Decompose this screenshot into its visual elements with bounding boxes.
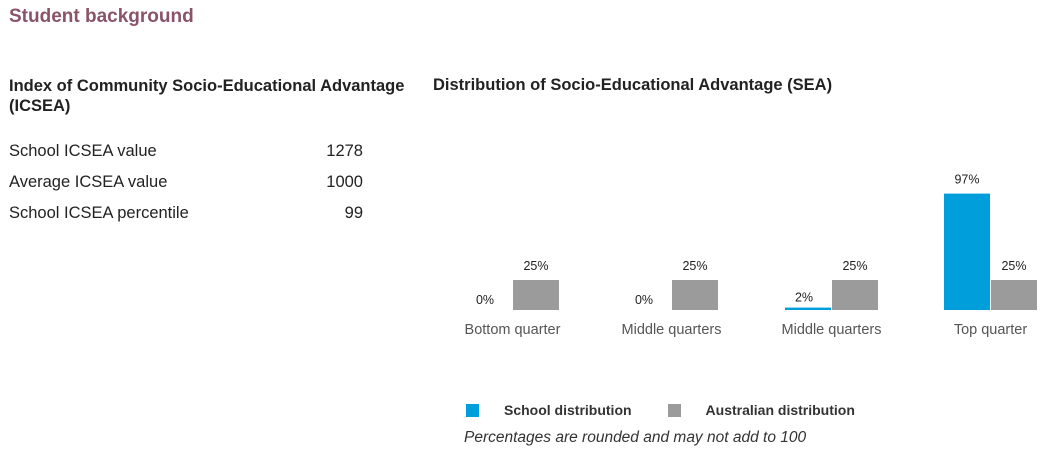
legend-label: School distribution	[504, 402, 632, 418]
category-label: Middle quarters	[622, 322, 722, 338]
legend-item-school: School distribution	[466, 402, 632, 418]
icsea-value: 1000	[326, 173, 363, 191]
bar-australia	[513, 280, 559, 310]
legend-swatch-school	[466, 403, 479, 417]
bar-australia	[672, 280, 718, 310]
bar-school	[944, 193, 990, 310]
data-label: 0%	[635, 293, 653, 307]
icsea-row-school-value: School ICSEA value 1278	[9, 140, 363, 171]
bar-australia	[991, 280, 1037, 310]
data-label: 25%	[842, 259, 867, 273]
section-title: Student background	[9, 6, 194, 27]
data-label: 0%	[476, 293, 494, 307]
icsea-row-percentile: School ICSEA percentile 99	[9, 202, 363, 233]
icsea-heading: Index of Community Socio-Educational Adv…	[9, 77, 405, 115]
bar-australia	[832, 280, 878, 310]
footnote: Percentages are rounded and may not add …	[464, 429, 807, 446]
data-label: 97%	[954, 173, 979, 187]
icsea-label: School ICSEA percentile	[9, 204, 189, 222]
legend-swatch-australia	[667, 403, 681, 417]
data-label: 25%	[523, 259, 548, 273]
data-label: 25%	[1001, 259, 1026, 273]
icsea-value: 1278	[326, 142, 363, 160]
icsea-table: School ICSEA value 1278 Average ICSEA va…	[9, 140, 363, 233]
category-label: Middle quarters	[782, 322, 882, 338]
chart-legend: School distribution Australian distribut…	[466, 402, 891, 418]
icsea-label: School ICSEA value	[9, 142, 157, 160]
legend-label: Australian distribution	[705, 402, 855, 418]
data-label: 2%	[795, 291, 813, 305]
chart-title: Distribution of Socio-Educational Advant…	[433, 76, 833, 94]
icsea-row-average-value: Average ICSEA value 1000	[9, 171, 363, 202]
bar-school	[785, 307, 831, 310]
category-label: Top quarter	[954, 322, 1028, 338]
sea-distribution-chart: 0% 25% Bottom quarter 0% 25% Middle quarters 2…	[465, 173, 1037, 338]
category-label: Bottom quarter	[465, 322, 561, 338]
data-label: 25%	[682, 259, 707, 273]
icsea-label: Average ICSEA value	[9, 173, 168, 191]
icsea-value: 99	[344, 204, 363, 222]
legend-item-australia: Australian distribution	[667, 402, 855, 418]
